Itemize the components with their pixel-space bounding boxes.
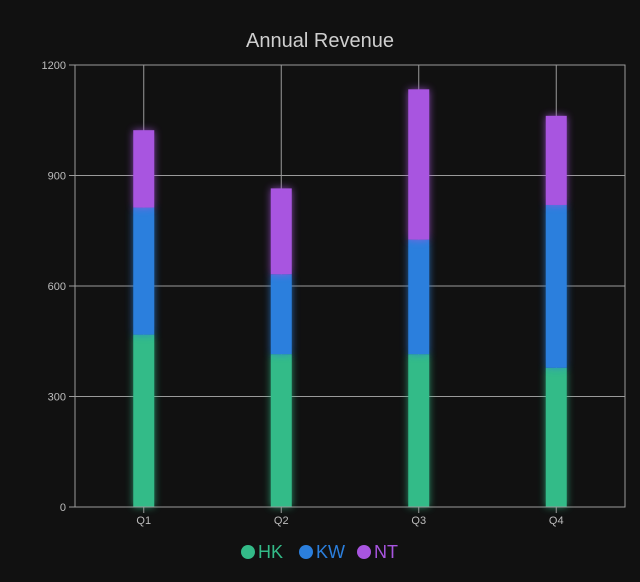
bar-kw-q1	[133, 207, 155, 335]
bar-nt-q4	[545, 115, 567, 205]
bar-hk-q3	[408, 354, 430, 507]
y-tick-label: 600	[48, 281, 66, 293]
bar-hk-q2	[270, 354, 292, 507]
legend-label-hk: HK	[258, 542, 283, 562]
x-tick-label: Q4	[549, 515, 564, 527]
legend[interactable]: HK KW NT	[241, 542, 398, 562]
legend-item-nt[interactable]: NT	[357, 542, 398, 562]
bar-kw-q4	[545, 204, 567, 368]
x-tick-label: Q2	[274, 515, 289, 527]
y-tick-label: 0	[60, 502, 66, 514]
plot-border	[74, 64, 626, 508]
bar-kw-q2	[270, 274, 292, 355]
bar-nt-q1	[133, 130, 155, 208]
bar-hk-q1	[133, 334, 155, 507]
y-tick-label: 900	[48, 171, 66, 183]
x-tick-label: Q1	[136, 515, 151, 527]
legend-label-kw: KW	[316, 542, 345, 562]
legend-item-kw[interactable]: KW	[299, 542, 345, 562]
bar-nt-q3	[408, 89, 430, 240]
axes: 0 300 600 900 1200 Q1 Q2 Q3 Q4	[42, 60, 626, 527]
legend-swatch-nt	[357, 545, 371, 559]
legend-swatch-hk	[241, 545, 255, 559]
bars	[133, 89, 567, 507]
y-tick-label: 1200	[42, 60, 66, 72]
bar-nt-q2	[270, 188, 292, 275]
chart-title: Annual Revenue	[246, 30, 394, 52]
x-tick-label: Q3	[411, 515, 426, 527]
bar-hk-q4	[545, 367, 567, 507]
gridlines	[75, 64, 625, 508]
y-tick-label: 300	[48, 392, 66, 404]
bar-kw-q3	[408, 239, 430, 355]
legend-label-nt: NT	[374, 542, 398, 562]
legend-swatch-kw	[299, 545, 313, 559]
legend-item-hk[interactable]: HK	[241, 542, 283, 562]
